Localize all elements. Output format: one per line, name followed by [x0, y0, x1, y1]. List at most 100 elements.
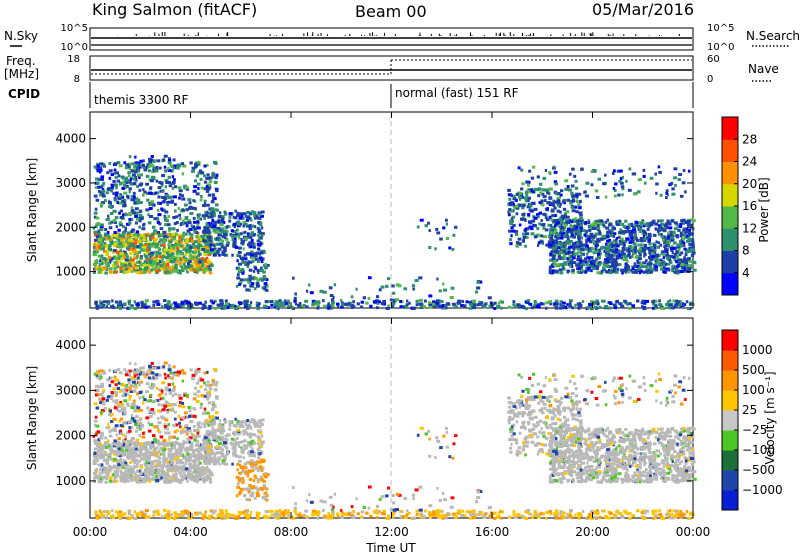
power-cell [100, 262, 104, 266]
power-cell [631, 265, 634, 269]
power-cell [647, 248, 652, 252]
power-cell [585, 239, 588, 243]
power-cell [126, 246, 131, 250]
power-cell [555, 221, 559, 225]
power-cell [681, 269, 686, 273]
velocity-cell [198, 452, 203, 456]
power-cell [672, 230, 676, 234]
power-cell [309, 291, 314, 295]
power-cell [99, 162, 104, 166]
power-cell [220, 245, 224, 249]
velocity-cell [95, 443, 100, 447]
velocity-cell [143, 441, 148, 445]
power-cell [515, 232, 519, 236]
power-cell [412, 306, 417, 310]
power-cell [551, 249, 554, 253]
nsky-panel: N.Sky 10^5 10^0 10^5 10^0 N.Search [4, 23, 800, 53]
power-cell [192, 245, 197, 249]
power-cell [114, 242, 118, 246]
power-cell [140, 302, 144, 306]
velocity-cell [154, 448, 157, 452]
velocity-cell [141, 452, 146, 456]
velocity-cell [142, 477, 146, 481]
power-cell [578, 223, 583, 227]
power-cell [684, 250, 688, 254]
power-cell [164, 270, 168, 274]
power-cell [182, 247, 185, 251]
power-cell [549, 258, 553, 262]
velocity-cell [187, 452, 192, 456]
power-cell [591, 247, 595, 251]
power-cell [142, 304, 146, 308]
power-cell [592, 169, 597, 173]
power-cell [675, 268, 679, 272]
power-cell [292, 276, 295, 280]
power-cell [666, 262, 671, 266]
power-cell [203, 174, 206, 178]
power-cell [488, 304, 493, 308]
power-cell [130, 258, 135, 262]
power-cell [633, 270, 638, 274]
power-cell [156, 250, 160, 254]
power-cell [587, 237, 591, 241]
power-cell [261, 257, 265, 261]
power-cell [130, 206, 134, 210]
velocity-cell [202, 467, 206, 471]
power-cell [607, 268, 611, 272]
velocity-cell [147, 454, 152, 458]
power-cell [192, 216, 196, 220]
power-cell [138, 176, 141, 180]
velocity-cell [121, 465, 125, 469]
power-cell [185, 237, 189, 241]
power-cell [159, 227, 164, 231]
power-cell [147, 252, 152, 256]
power-cell [127, 162, 132, 166]
power-cell [659, 258, 663, 262]
velocity-cell [99, 442, 103, 446]
power-cell [512, 197, 517, 201]
power-cell [242, 231, 245, 235]
power-cell [200, 186, 205, 190]
velocity-cell [122, 453, 127, 457]
power-cell [205, 223, 209, 227]
velocity-cell [170, 456, 174, 460]
power-cell [113, 168, 117, 172]
velocity-cell [192, 452, 196, 456]
power-cell [122, 244, 127, 248]
power-cell [102, 300, 107, 304]
power-cell [666, 300, 670, 304]
power-cell [144, 263, 148, 267]
power-cell [207, 213, 211, 217]
power-data-layer [92, 154, 697, 311]
power-cell [658, 170, 662, 174]
power-cell [193, 179, 197, 183]
power-cell [197, 264, 201, 268]
power-cell [189, 161, 193, 165]
power-cell [192, 244, 196, 248]
power-cell [526, 299, 531, 303]
power-cell [551, 244, 555, 248]
power-cell [510, 226, 514, 230]
power-cell [177, 186, 182, 190]
power-cell [651, 219, 656, 223]
power-cell [683, 258, 687, 262]
power-cell [688, 242, 692, 246]
velocity-cell [107, 456, 112, 460]
power-cell [249, 301, 253, 305]
power-cell [325, 306, 330, 310]
power-cell [507, 213, 511, 217]
power-cell [620, 250, 624, 254]
power-cell [566, 185, 570, 189]
power-cell [585, 241, 588, 245]
power-cell [647, 232, 652, 236]
power-cell [562, 301, 566, 305]
power-cell [128, 167, 132, 171]
power-cell [680, 270, 684, 274]
velocity-cell [109, 469, 112, 473]
power-cell [547, 245, 551, 249]
power-cell [166, 251, 171, 255]
power-cell [171, 175, 175, 179]
power-cell [536, 233, 541, 237]
power-cell [568, 242, 571, 246]
velocity-cell [160, 473, 164, 477]
